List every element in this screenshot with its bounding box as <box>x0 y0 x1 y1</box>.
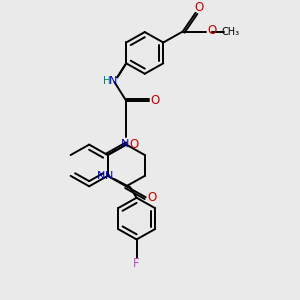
Text: H: H <box>103 76 111 85</box>
Text: N: N <box>104 172 113 182</box>
Text: N: N <box>97 171 105 181</box>
Text: O: O <box>208 24 217 37</box>
Text: O: O <box>194 1 203 14</box>
Text: O: O <box>129 138 138 151</box>
Text: CH₃: CH₃ <box>222 26 240 37</box>
Text: F: F <box>133 257 140 270</box>
Text: N: N <box>109 76 117 85</box>
Text: O: O <box>150 94 160 107</box>
Text: O: O <box>148 191 157 204</box>
Text: N: N <box>121 139 129 149</box>
